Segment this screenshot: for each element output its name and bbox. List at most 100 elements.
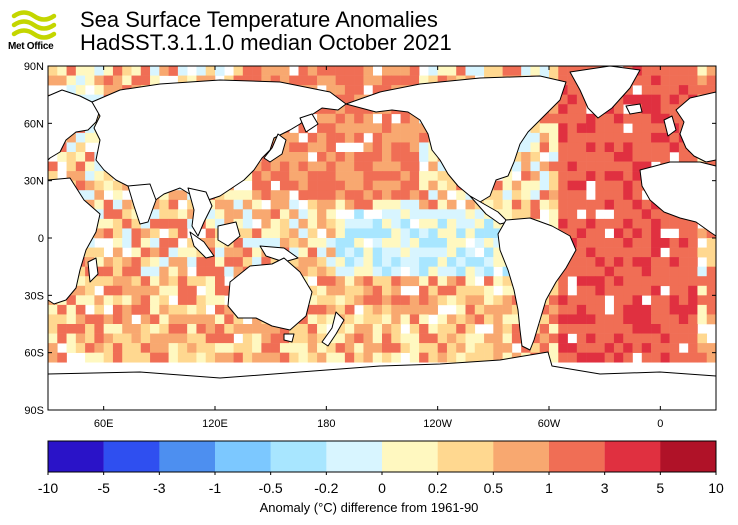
grid-cell <box>372 85 383 95</box>
grid-cell <box>484 257 494 267</box>
grid-cell <box>428 218 438 229</box>
grid-cell <box>66 152 77 162</box>
grid-cell <box>66 132 77 143</box>
grid-cell <box>344 228 355 239</box>
grid-cell <box>669 324 680 334</box>
grid-cell <box>354 285 364 296</box>
iceland <box>625 103 643 115</box>
grid-cell <box>335 343 346 353</box>
grid-cell <box>215 199 225 210</box>
grid-cell <box>187 247 197 258</box>
grid-cell <box>632 285 643 296</box>
grid-cell <box>279 142 290 153</box>
lat-label: 90S <box>24 405 44 417</box>
grid-cell <box>688 238 698 248</box>
grid-cell <box>400 190 411 201</box>
grid-cell <box>317 314 327 325</box>
grid-cell <box>576 161 587 172</box>
grid-cell <box>354 190 364 201</box>
grid-cell <box>586 152 596 162</box>
grid-cell <box>474 257 485 267</box>
grid-cell <box>317 276 327 287</box>
grid-cell <box>623 132 633 143</box>
grid-cell <box>632 218 643 229</box>
grid-cell <box>215 314 225 325</box>
grid-cell <box>437 238 448 248</box>
grid-cell <box>623 266 633 277</box>
grid-cell <box>363 324 374 334</box>
grid-cell <box>344 324 355 334</box>
borneo <box>217 221 241 247</box>
grid-cell <box>456 343 466 353</box>
grid-cell <box>354 132 364 143</box>
grid-cell <box>391 209 401 220</box>
grid-cell <box>344 276 355 287</box>
grid-cell <box>567 218 578 229</box>
grid-cell <box>159 266 169 277</box>
grid-cell <box>576 142 587 153</box>
grid-cell <box>678 75 689 86</box>
grid-cell <box>613 142 624 153</box>
grid-cell <box>409 209 420 220</box>
colorbar-segment <box>270 441 327 472</box>
grid-cell <box>372 238 383 248</box>
grid-cell <box>651 257 661 267</box>
grid-cell <box>112 85 123 95</box>
grid-cell <box>623 314 633 325</box>
grid-cell <box>651 123 661 134</box>
grid-cell <box>289 171 299 181</box>
grid-cell <box>428 161 438 172</box>
grid-cell <box>159 333 169 344</box>
grid-cell <box>419 352 429 363</box>
grid-cell <box>85 171 95 181</box>
colorbar-segment <box>604 441 661 472</box>
grid-cell <box>382 343 392 353</box>
axis-ticks <box>48 65 716 411</box>
grid-cell <box>613 113 624 124</box>
grid-cell <box>613 295 624 306</box>
grid-cell <box>187 343 197 353</box>
grid-cell <box>493 276 503 287</box>
grid-cell <box>233 218 244 229</box>
grid-cell <box>372 285 383 296</box>
grid-cell <box>205 343 216 353</box>
grid-cell <box>595 247 605 258</box>
grid-cell <box>437 171 448 181</box>
grid-cell <box>363 257 374 267</box>
grid-cell <box>558 324 568 334</box>
africa-east <box>47 177 101 305</box>
grid-cell <box>391 266 401 277</box>
grid-cell <box>539 142 550 153</box>
grid-cell <box>391 152 401 162</box>
grid-cell <box>85 161 95 172</box>
grid-cell <box>363 285 374 296</box>
colorbar-segment <box>103 441 160 472</box>
grid-cell <box>409 142 420 153</box>
grid-cell <box>678 218 689 229</box>
grid-cell <box>669 343 680 353</box>
grid-cell <box>159 352 169 363</box>
grid-cell <box>363 247 374 258</box>
grid-cell <box>177 285 188 296</box>
grid-cell <box>48 324 58 334</box>
grid-cell <box>205 266 216 277</box>
grid-cell <box>140 75 151 86</box>
grid-cell <box>437 285 448 296</box>
grid-cell <box>75 343 86 353</box>
grid-cell <box>465 324 476 334</box>
grid-cell <box>317 199 327 210</box>
grid-cell <box>632 113 643 124</box>
grid-cell <box>660 152 670 162</box>
grid-cell <box>660 123 670 134</box>
grid-cell <box>317 238 327 248</box>
grid-cell <box>279 352 290 363</box>
grid-cell <box>298 123 309 134</box>
grid-cell <box>549 209 559 220</box>
grid-cell <box>224 199 234 210</box>
grid-cell <box>558 161 568 172</box>
grid-cell <box>502 180 513 191</box>
grid-cell <box>465 314 476 325</box>
grid-cell <box>140 333 151 344</box>
grid-cell <box>242 333 253 344</box>
grid-cell <box>641 66 652 76</box>
